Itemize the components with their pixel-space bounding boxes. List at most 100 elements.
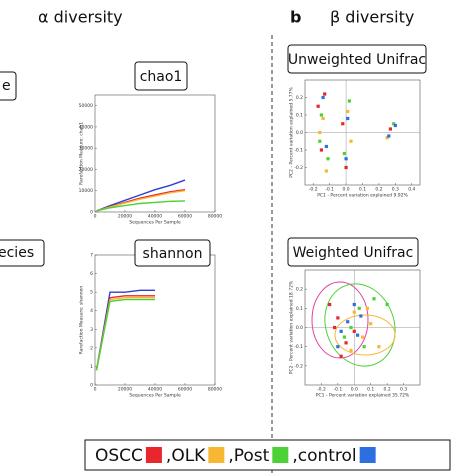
label-box <box>134 239 211 267</box>
point <box>359 314 363 318</box>
label-box <box>134 61 188 91</box>
x-tick-label: 0.0 <box>351 387 358 393</box>
point <box>326 157 330 161</box>
point <box>342 335 347 339</box>
legend-label: ,control <box>292 446 356 466</box>
chart-title: chao1 <box>140 69 183 85</box>
x-tick-label: -0.1 <box>333 387 342 393</box>
point <box>349 325 353 330</box>
x-tick-label: 80000 <box>208 214 222 220</box>
series-line <box>95 289 155 371</box>
y-tick-label: -0.1 <box>294 148 303 154</box>
y-tick-label: 4 <box>90 308 93 314</box>
y-tick-label: -0.1 <box>294 344 303 350</box>
x-axis-label: Sequences Per Sample <box>129 393 181 399</box>
ellipse <box>311 281 369 359</box>
series-line <box>95 295 155 371</box>
x-tick-label: 0.0 <box>342 187 349 193</box>
x-axis-label: PC1 - Percent variation explained 35.72% <box>316 393 410 399</box>
point <box>318 139 322 143</box>
label-box <box>287 237 419 267</box>
y-axis-label: Rarefaction Measure: shannon <box>79 286 85 355</box>
y-tick-label: 50000 <box>79 103 93 109</box>
point <box>339 329 343 333</box>
legend-swatch <box>359 447 376 463</box>
point <box>355 333 360 337</box>
point <box>324 169 328 173</box>
point <box>346 320 350 324</box>
point <box>346 109 350 114</box>
y-tick-label: 0.2 <box>296 95 303 101</box>
point <box>346 116 350 121</box>
point <box>339 354 343 358</box>
y-tick-label: 1 <box>90 364 93 370</box>
point <box>342 151 347 156</box>
point <box>372 297 376 301</box>
legend-swatch <box>145 447 162 463</box>
series-line <box>95 298 155 371</box>
point <box>328 302 332 307</box>
legend-label: OSCC <box>95 446 143 466</box>
x-tick-label: -0.2 <box>309 187 318 193</box>
chart-title: shannon <box>143 246 203 262</box>
y-tick-label: 7 <box>90 253 93 259</box>
series-line <box>96 200 186 212</box>
point <box>357 306 361 310</box>
legend-label: ,Post <box>228 446 269 466</box>
x-tick-label: 80000 <box>208 387 222 393</box>
point <box>388 127 393 131</box>
x-tick-label: 0 <box>94 387 97 393</box>
point <box>321 116 325 121</box>
y-tick-label: 20000 <box>79 167 93 173</box>
y-tick-label: 5 <box>90 290 93 296</box>
series-line <box>96 179 186 212</box>
point <box>360 335 365 339</box>
x-tick-label: 60000 <box>178 387 192 393</box>
point <box>344 157 348 161</box>
point <box>387 134 391 138</box>
ellipse <box>334 314 396 356</box>
y-tick-label: 10000 <box>79 188 93 194</box>
label-box <box>0 239 45 267</box>
y-tick-label: 3 <box>90 327 93 333</box>
x-tick-label: 60000 <box>178 214 192 220</box>
x-axis-label: Sequences Per Sample <box>129 220 181 226</box>
point <box>324 144 328 149</box>
panel-letter: b <box>290 8 301 27</box>
point <box>319 148 324 152</box>
point <box>341 122 345 126</box>
point <box>349 348 353 353</box>
point <box>385 302 389 307</box>
x-tick-label: 0.1 <box>367 387 374 393</box>
point <box>319 113 324 117</box>
point <box>393 123 397 128</box>
y-tick-label: 0.0 <box>296 325 303 331</box>
point <box>352 310 356 314</box>
x-tick-label: 0 <box>94 214 97 220</box>
y-tick-label: -0.2 <box>294 165 303 171</box>
x-tick-label: 0.3 <box>392 187 399 193</box>
chart-title: Unweighted Unifrac <box>288 52 426 68</box>
point <box>344 341 348 345</box>
y-tick-label: 0 <box>90 210 93 216</box>
y-tick-label: 30000 <box>79 146 93 152</box>
y-tick-label: 0.1 <box>296 306 303 312</box>
y-tick-label: 40000 <box>79 124 93 130</box>
x-tick-label: 0.1 <box>359 187 366 193</box>
x-axis-label: PC1 - Percent variation explained 9.92% <box>317 193 408 199</box>
point <box>336 316 340 320</box>
x-tick-label: 0.2 <box>384 387 391 393</box>
x-tick-label: 20000 <box>118 387 132 393</box>
x-tick-label: -0.2 <box>317 387 326 393</box>
legend <box>84 439 451 471</box>
y-tick-label: 2 <box>90 345 93 351</box>
panel-title: β diversity <box>330 8 414 27</box>
point <box>336 345 340 349</box>
point <box>344 165 348 170</box>
point <box>349 139 353 143</box>
point <box>392 122 396 126</box>
y-tick-label: 0.2 <box>296 287 303 293</box>
y-tick-label: 0.1 <box>296 113 303 119</box>
legend-label: ,OLK <box>166 446 206 466</box>
